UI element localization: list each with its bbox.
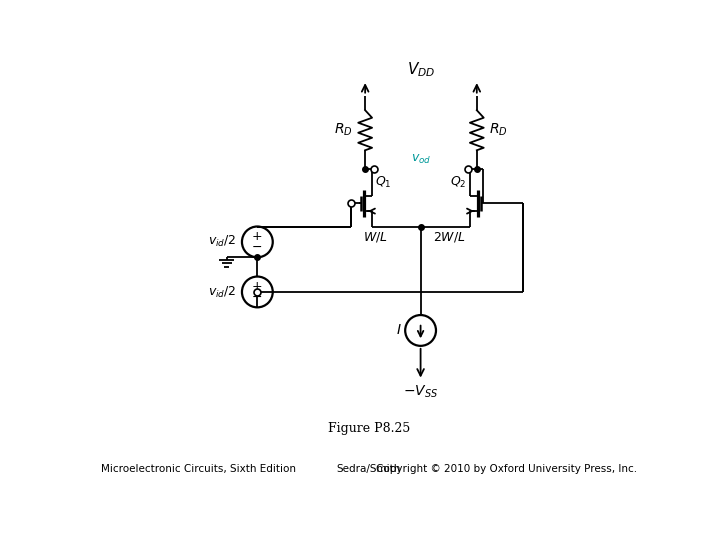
Text: Sedra/Smith: Sedra/Smith (337, 464, 401, 474)
Text: $v_{id}/2$: $v_{id}/2$ (208, 285, 235, 300)
Text: $R_D$: $R_D$ (489, 122, 508, 138)
Text: $-V_{SS}$: $-V_{SS}$ (403, 383, 438, 400)
Text: $v_{id}/2$: $v_{id}/2$ (208, 234, 235, 249)
Text: −: − (252, 291, 263, 304)
Text: $Q_2$: $Q_2$ (450, 174, 467, 190)
Text: +: + (252, 280, 263, 293)
Text: Figure P8.25: Figure P8.25 (328, 422, 410, 435)
Text: −: − (252, 241, 263, 254)
Text: +: + (252, 230, 263, 243)
Text: $2W/L$: $2W/L$ (433, 230, 465, 244)
Text: Microelectronic Circuits, Sixth Edition: Microelectronic Circuits, Sixth Edition (101, 464, 296, 474)
Text: $W/L$: $W/L$ (363, 230, 387, 244)
Text: $I$: $I$ (397, 323, 402, 338)
Text: Copyright © 2010 by Oxford University Press, Inc.: Copyright © 2010 by Oxford University Pr… (376, 464, 637, 474)
Text: $R_D$: $R_D$ (334, 122, 353, 138)
Text: $Q_1$: $Q_1$ (375, 174, 392, 190)
Text: $v_{od}$: $v_{od}$ (411, 153, 431, 166)
Text: $V_{DD}$: $V_{DD}$ (407, 60, 435, 79)
